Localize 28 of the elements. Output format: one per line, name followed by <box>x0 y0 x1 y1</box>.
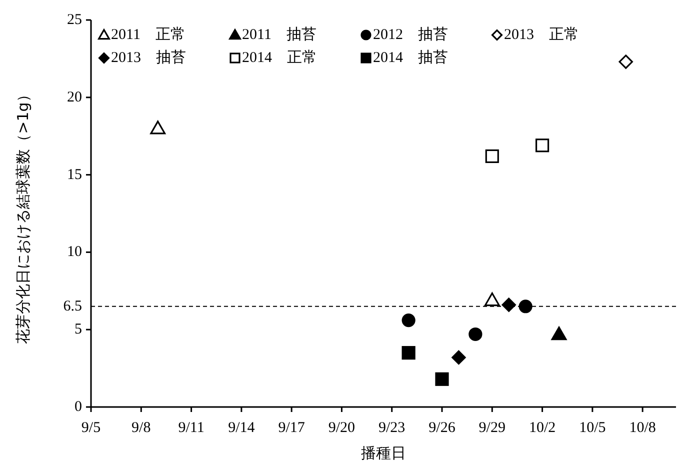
legend-label: 2014 抽苔 <box>373 49 448 66</box>
legend-label: 2014 正常 <box>242 49 317 66</box>
y-tick-label: 15 <box>67 166 82 183</box>
x-tick-label: 9/26 <box>428 420 456 436</box>
legend-label: 2013 正常 <box>504 26 579 43</box>
ref-line-label: 6.5 <box>63 298 82 314</box>
x-tick-label: 9/20 <box>328 420 356 436</box>
x-tick-label: 10/5 <box>579 420 606 436</box>
x-axis-title: 播種日 <box>361 444 406 462</box>
x-tick-label: 9/23 <box>378 420 406 436</box>
x-tick-label: 9/14 <box>228 420 256 436</box>
x-tick-label: 9/5 <box>81 420 101 436</box>
legend-label: 2013 抽苔 <box>111 49 186 66</box>
y-axis-title: 花芽分化日における結球葉数（>1g） <box>14 87 32 344</box>
x-tick-label: 9/11 <box>178 420 204 436</box>
y-tick-label: 5 <box>74 322 82 338</box>
x-tick-label: 9/17 <box>278 420 306 436</box>
x-tick-label: 10/8 <box>629 420 656 436</box>
legend-label: 2011 正常 <box>111 26 186 43</box>
x-tick-label: 9/29 <box>478 420 506 436</box>
y-tick-label: 25 <box>67 12 82 28</box>
legend-label: 2012 抽苔 <box>373 26 448 43</box>
y-tick-label: 10 <box>67 244 82 260</box>
legend-label: 2011 抽苔 <box>242 26 316 43</box>
x-tick-label: 10/2 <box>528 420 556 436</box>
y-tick-label: 20 <box>67 89 82 106</box>
y-tick-label: 0 <box>74 399 82 415</box>
x-tick-label: 9/8 <box>132 420 151 436</box>
